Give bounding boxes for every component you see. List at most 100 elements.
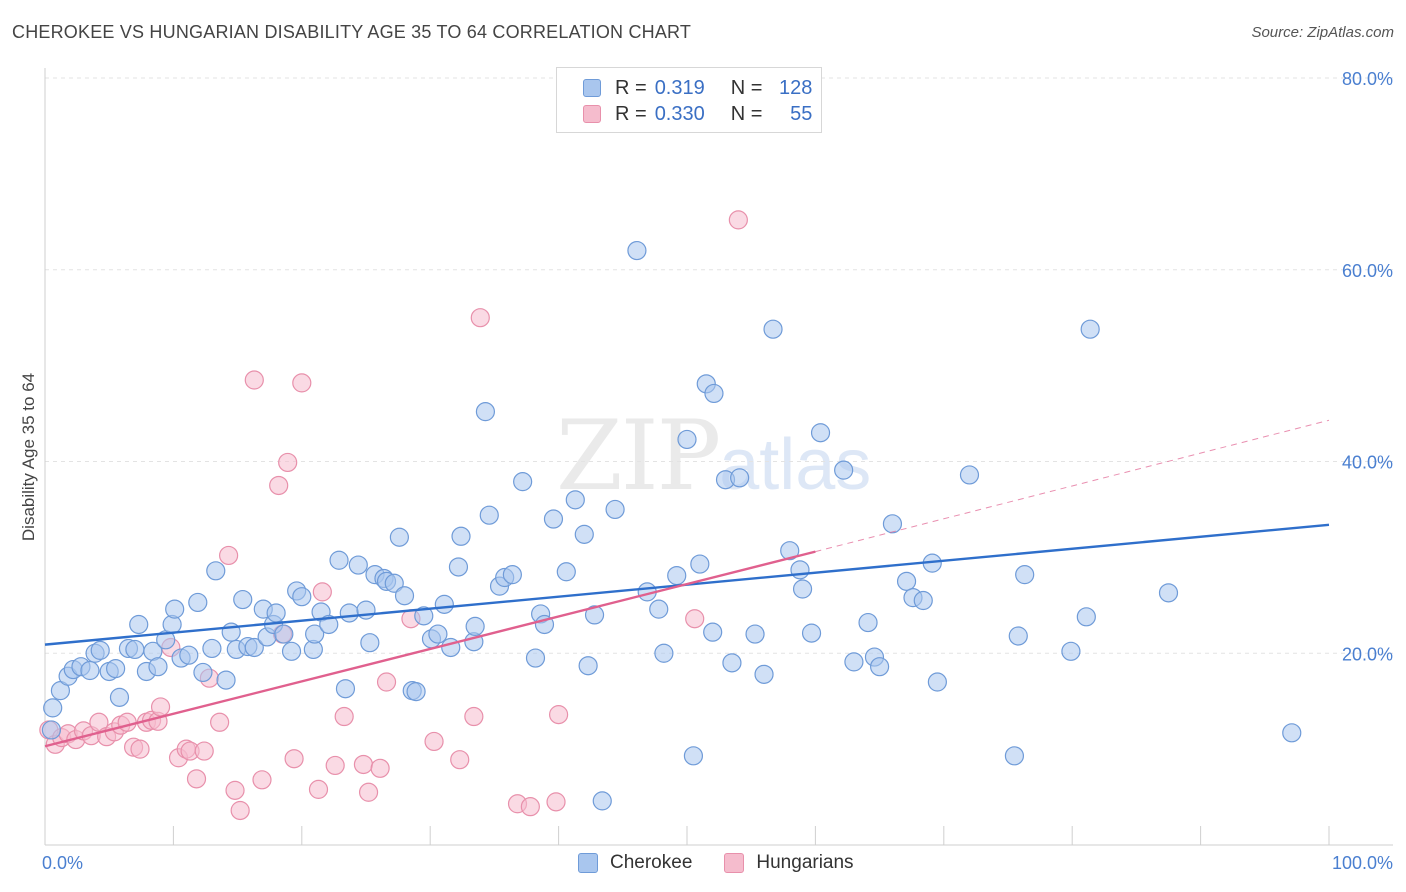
- cherokee-point: [667, 565, 687, 586]
- cherokee-point: [677, 429, 697, 450]
- hungarians-point: [210, 712, 230, 732]
- cherokee-point: [683, 746, 704, 766]
- cherokee-point: [41, 720, 62, 740]
- legend-row-cherokee: R = 0.319 N = 128: [583, 76, 812, 100]
- cherokee-point: [704, 383, 724, 404]
- cherokee-point: [106, 658, 126, 679]
- cherokee-point: [927, 672, 947, 692]
- cherokee-point: [584, 605, 605, 625]
- cherokee-point: [780, 541, 800, 561]
- hungarians-point: [225, 780, 245, 800]
- cherokee-point: [801, 623, 822, 643]
- cherokee-point: [1004, 746, 1025, 766]
- hungarians-point: [244, 370, 264, 390]
- series-legend-cherokee: Cherokee: [578, 852, 692, 874]
- cherokee-point: [129, 614, 149, 635]
- cherokee-point: [556, 562, 576, 582]
- hungarians-point: [353, 754, 374, 775]
- cherokee-point: [502, 565, 522, 585]
- hungarians-point: [548, 705, 569, 725]
- cherokee-point: [335, 679, 356, 699]
- cherokee-point: [605, 499, 625, 520]
- cherokee-point: [451, 526, 471, 546]
- cherokee-point: [730, 468, 750, 488]
- hungarians-point: [464, 706, 484, 727]
- series-label-hungarians: Hungarians: [756, 852, 854, 873]
- hungarians-point: [728, 210, 748, 230]
- hungarians-point: [376, 672, 397, 692]
- cherokee-points: [41, 240, 1302, 811]
- hungarians-point: [252, 770, 272, 790]
- series-label-cherokee: Cherokee: [610, 852, 693, 873]
- source-label: Source: ZipAtlas.com: [1251, 24, 1394, 41]
- cherokee-point: [244, 637, 264, 658]
- cherokee-point: [281, 641, 302, 661]
- cherokee-point: [90, 640, 110, 660]
- cherokee-point: [690, 554, 710, 574]
- cherokee-point: [578, 656, 598, 676]
- cherokee-point: [389, 527, 409, 547]
- grid-lines: [45, 77, 1393, 654]
- hungarians-point: [370, 758, 390, 778]
- cherokee-point: [206, 561, 226, 581]
- cherokee-point: [434, 594, 454, 614]
- cherokee-point: [810, 423, 831, 443]
- y-tick-label: 80.0%: [1342, 69, 1393, 89]
- x-tick-labels: 0.0% 100.0%: [42, 853, 1393, 873]
- hungarians-point: [546, 792, 566, 812]
- legend-r-value: 0.330: [654, 102, 705, 125]
- cherokee-point: [193, 662, 213, 683]
- cherokee-point: [109, 687, 130, 707]
- cherokee-point: [913, 590, 933, 611]
- hungarians-point: [334, 706, 354, 727]
- cherokee-point: [1061, 641, 1081, 661]
- hungarians-trend-line: [44, 550, 816, 748]
- legend-r-label: R =: [615, 76, 647, 99]
- cherokee-point: [188, 592, 208, 613]
- hungarians-point: [117, 712, 137, 732]
- cherokee-point: [148, 657, 168, 677]
- hungarians-point: [325, 755, 345, 776]
- cherokee-point: [745, 624, 765, 644]
- hungarians-trend-extension: [815, 419, 1330, 553]
- hungarians-point: [685, 609, 705, 629]
- hungarians-point: [450, 750, 470, 770]
- y-tick-labels: 20.0% 40.0% 60.0% 80.0%: [1342, 69, 1393, 664]
- x-tick-label: 100.0%: [1332, 853, 1393, 873]
- cherokee-point: [339, 603, 359, 623]
- cherokee-point: [543, 509, 564, 529]
- cherokee-point: [329, 550, 349, 570]
- hungarians-point: [150, 697, 171, 717]
- y-tick-label: 40.0%: [1342, 453, 1393, 473]
- cherokee-point: [406, 681, 426, 702]
- y-axis-label: Disability Age 35 to 64: [19, 373, 38, 541]
- trend-lines: [44, 419, 1330, 748]
- cherokee-point: [348, 555, 368, 575]
- cherokee-point: [360, 633, 380, 653]
- cherokee-point: [654, 643, 674, 663]
- y-tick-label: 60.0%: [1342, 261, 1393, 281]
- hungarians-point: [520, 797, 540, 817]
- legend-n-label: N =: [730, 76, 763, 99]
- x-tick-label: 0.0%: [42, 853, 83, 873]
- legend-n-label: N =: [730, 102, 763, 125]
- hungarians-point: [130, 739, 150, 759]
- series-swatch-hungarians: [724, 853, 745, 873]
- legend-swatch-cherokee: [583, 79, 601, 97]
- axes: [44, 68, 1393, 846]
- legend-row-hungarians: R = 0.330 N = 55: [583, 102, 812, 126]
- series-legend-hungarians: Hungarians: [724, 852, 854, 874]
- cherokee-point: [869, 657, 890, 677]
- hungarians-point: [269, 475, 289, 496]
- cherokee-point: [1282, 723, 1302, 743]
- hungarians-point: [424, 731, 444, 752]
- cherokee-point: [896, 571, 917, 591]
- cherokee-point: [394, 586, 415, 606]
- cherokee-point: [1008, 626, 1028, 646]
- cherokee-point: [448, 557, 469, 577]
- legend-r-value: 0.319: [654, 76, 705, 99]
- cherokee-point: [414, 606, 434, 626]
- cherokee-point: [792, 579, 813, 599]
- cherokee-point: [763, 319, 783, 339]
- cherokee-point: [475, 402, 496, 422]
